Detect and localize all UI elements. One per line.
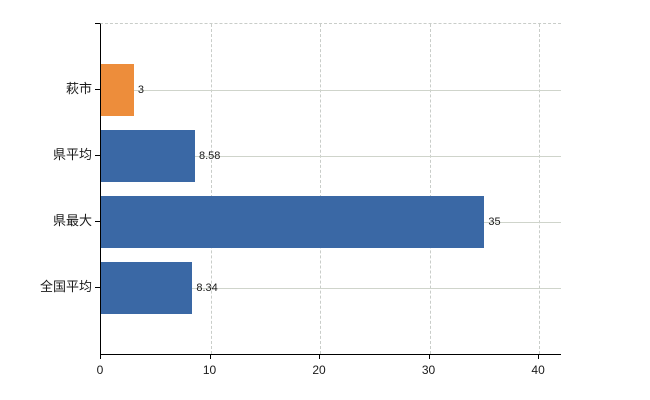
y-category-label: 萩市 xyxy=(65,81,92,96)
x-tick xyxy=(428,354,430,359)
gridline-vertical xyxy=(429,24,431,354)
plot-area: 3 8.58 35 8.34 xyxy=(100,23,561,355)
gridline-horizontal xyxy=(101,288,561,289)
gridline-vertical xyxy=(539,24,541,354)
bar xyxy=(101,196,485,248)
y-category-label: 県平均 xyxy=(52,147,92,162)
y-tick xyxy=(95,287,100,288)
bar xyxy=(101,262,193,314)
y-category-label: 全国平均 xyxy=(39,279,92,294)
bar-value-label: 3 xyxy=(137,84,144,96)
x-tick xyxy=(100,354,101,359)
bar-value-label: 8.34 xyxy=(196,282,218,294)
bar-value-label: 8.58 xyxy=(198,150,221,162)
x-tick-label: 30 xyxy=(421,363,436,377)
y-category-label: 県最大 xyxy=(52,213,92,228)
gridline-vertical xyxy=(210,24,212,354)
x-tick xyxy=(319,354,321,359)
y-tick xyxy=(95,221,100,222)
x-tick-label: 0 xyxy=(96,363,104,377)
x-tick xyxy=(209,354,211,359)
y-tick xyxy=(95,155,100,156)
gridline-horizontal xyxy=(101,90,561,91)
y-tick xyxy=(95,89,100,90)
bar-value-label: 35 xyxy=(488,216,501,228)
x-tick-label: 10 xyxy=(202,363,217,377)
gridline-vertical xyxy=(320,24,322,354)
y-axis-top-tick xyxy=(95,23,100,24)
bar xyxy=(101,130,195,182)
x-tick-label: 40 xyxy=(531,363,545,377)
x-tick-label: 20 xyxy=(312,363,326,377)
bar xyxy=(101,64,134,116)
x-tick xyxy=(538,354,540,359)
gridline-horizontal xyxy=(101,156,561,157)
